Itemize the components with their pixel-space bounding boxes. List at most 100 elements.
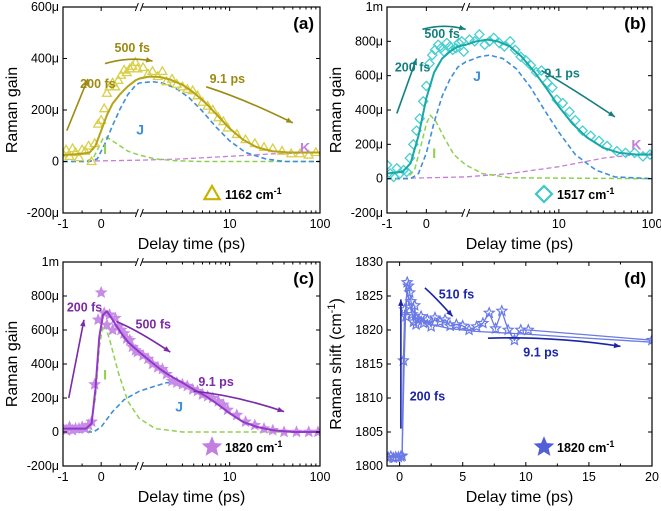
data-point [403, 285, 417, 299]
annotation-arrowhead [82, 79, 88, 87]
data-point [456, 319, 470, 332]
panel-label: (b) [624, 14, 646, 33]
data-point [535, 64, 547, 77]
data-point [476, 316, 490, 329]
annotation-arrow [67, 319, 85, 399]
y-tick-label: 1810 [355, 391, 383, 405]
y-tick-label: -200μ [27, 459, 59, 473]
component-J-curve [63, 80, 320, 163]
data-point [63, 144, 72, 154]
component-J-curve [387, 54, 652, 180]
component-label-J: J [136, 121, 144, 137]
axis-break-mark [139, 257, 144, 267]
axis-break-mark [139, 461, 144, 471]
fit-curve [63, 309, 320, 433]
x-tick-label: 100 [642, 217, 661, 231]
legend-label: 1820 cm-1 [225, 439, 282, 455]
y-tick-label: 0 [52, 425, 59, 439]
data-point [387, 159, 393, 171]
data-point [424, 319, 438, 333]
x-tick-label: 0 [423, 217, 430, 231]
y-axis-label: Raman gain [4, 321, 21, 407]
component-I-curve [387, 113, 652, 180]
component-label-I: I [103, 141, 107, 157]
axis-break-mark [461, 2, 466, 12]
legend-marker [534, 184, 554, 204]
annotation-label: 200 fs [67, 300, 102, 314]
plot-area [387, 275, 652, 464]
data-point [405, 307, 419, 320]
y-tick-label: 600μ [31, 323, 59, 337]
data-point [458, 46, 470, 58]
x-tick-label: 0 [98, 217, 105, 231]
annotation-arrow [541, 69, 616, 118]
axis-break-mark [139, 208, 144, 218]
data-point [303, 149, 315, 159]
component-I-curve [63, 136, 320, 163]
annotation-arrowhead [163, 346, 171, 353]
x-tick-label: 15 [582, 470, 596, 484]
data-point [98, 102, 110, 113]
annotation-arrow [205, 86, 294, 124]
x-tick-label: 100 [310, 470, 331, 484]
component-K-curve [387, 152, 652, 180]
component-label-J: J [175, 399, 183, 415]
y-tick-label: 1815 [355, 357, 383, 371]
x-tick-label: 10 [519, 470, 533, 484]
legend-label: 1820 cm-1 [557, 439, 614, 455]
data-point [541, 77, 553, 89]
axis-break-gap [136, 3, 143, 11]
annotation-arrowhead [285, 117, 293, 123]
axis-break-mark [466, 208, 471, 218]
data-point [94, 285, 108, 298]
data-point [489, 321, 502, 335]
data-point [212, 111, 224, 122]
data-point [402, 279, 415, 292]
panel-c: -200μ 0 200μ 400μ 600μ 800μ 1m -1 0 10 100 Delay ti… [4, 255, 330, 506]
y-tick-label: 1830 [355, 255, 383, 269]
annotation-arrowhead [608, 111, 615, 117]
panel-a: -200μ 0 200μ 400μ 600μ -1 0 10 100 Delay time (ps… [4, 0, 330, 253]
data-point [462, 323, 476, 336]
data-point [521, 323, 535, 336]
data-point [408, 298, 422, 311]
data-point [433, 315, 447, 328]
x-tick-label: 0 [396, 470, 403, 484]
data-point [645, 333, 652, 346]
legend-marker [201, 436, 223, 456]
y-tick-label: 0 [52, 155, 59, 169]
x-tick-label: 10 [223, 217, 237, 231]
x-axis-label: Delay time (ps) [466, 489, 574, 506]
x-tick-label: 10 [552, 217, 566, 231]
y-tick-label: -200μ [351, 206, 383, 220]
data-point [137, 61, 149, 72]
axis-break-mark [134, 208, 139, 218]
data-point [482, 306, 496, 319]
component-label-K: K [631, 136, 641, 152]
y-tick-label: 200μ [31, 391, 59, 405]
data-point [73, 151, 85, 162]
axis-break-gap [462, 209, 469, 217]
data-point [109, 80, 121, 91]
data-point [414, 309, 428, 322]
data-point [397, 353, 410, 367]
annotation-label: 9.1 ps [210, 72, 245, 86]
data-point [95, 114, 107, 124]
x-tick-label: -1 [57, 470, 68, 484]
annotation-label: 500 fs [115, 41, 150, 55]
x-axis-label: Delay time (ps) [138, 236, 246, 253]
data-point [469, 35, 481, 47]
fit-curve [63, 75, 320, 157]
x-axis-label: Delay time (ps) [138, 489, 246, 506]
y-tick-label: 800μ [31, 289, 59, 303]
data-point [629, 147, 641, 159]
y-axis-label: Raman gain [4, 67, 21, 153]
plot-area [63, 56, 320, 166]
x-axis-label: Delay time (ps) [466, 236, 574, 253]
data-point [450, 317, 463, 331]
data-point [473, 28, 485, 40]
legend-label: 1162 cm-1 [225, 186, 282, 202]
annotation-label: 200 fs [410, 390, 445, 404]
component-label-I: I [432, 145, 436, 161]
annotation-arrowhead [277, 406, 285, 413]
